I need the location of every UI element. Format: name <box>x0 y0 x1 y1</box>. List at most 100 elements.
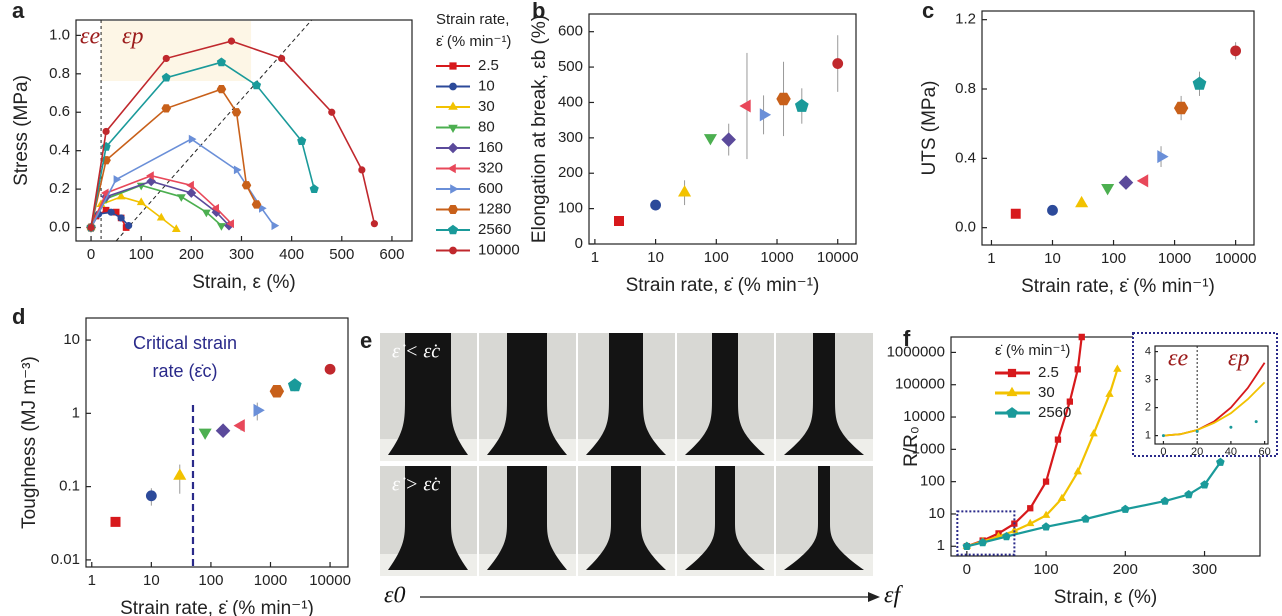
data-point <box>217 223 226 231</box>
rate-condition: ε̇ > ε̇c <box>392 474 440 496</box>
data-point <box>1200 480 1209 489</box>
arrow-head <box>868 592 880 602</box>
plot-frame <box>588 13 857 245</box>
data-point <box>721 132 736 147</box>
data-point <box>161 72 171 82</box>
y-tick-label: 0.8 <box>955 80 976 97</box>
data-point <box>216 85 227 94</box>
x-tick-label: 1000 <box>254 572 287 589</box>
data-point <box>1041 510 1051 518</box>
data-point <box>1136 174 1149 188</box>
plot-frame <box>981 10 1255 246</box>
y-axis-label: R/R₀ <box>901 426 922 467</box>
y-tick-label: 1 <box>937 537 945 554</box>
x-tick-label: 1 <box>88 572 96 589</box>
y-tick-label: 0 <box>575 235 583 252</box>
y-axis-label: Stress (MPa) <box>11 75 32 186</box>
data-point <box>87 223 95 232</box>
y-tick-label: 100 <box>558 200 583 217</box>
y-tick-label: 1.2 <box>955 11 976 28</box>
data-point <box>116 191 126 200</box>
legend-marker <box>449 62 457 70</box>
legend-marker <box>448 124 458 133</box>
data-point <box>215 423 231 438</box>
series-line <box>90 40 376 228</box>
data-point <box>171 224 181 233</box>
data-point <box>110 516 121 527</box>
data-point <box>1121 504 1130 513</box>
legend-label: 2.5 <box>478 57 499 74</box>
data-point <box>186 180 194 190</box>
data-point <box>258 203 267 213</box>
data-point <box>233 419 245 433</box>
y-tick-label: 1000000 <box>887 343 945 360</box>
x-tick-label: 10 <box>143 572 160 589</box>
data-point <box>1081 514 1090 523</box>
data-point <box>1173 101 1189 115</box>
y-tick-label: 1 <box>72 404 80 421</box>
x-tick-label: 10000 <box>1215 250 1257 267</box>
y-tick-label: 10000 <box>903 408 945 425</box>
region-label: εe <box>80 24 100 50</box>
series-line <box>966 461 1222 548</box>
y-tick-label: 1000 <box>912 440 945 457</box>
data-point <box>186 188 197 198</box>
data-point <box>251 80 262 90</box>
y-axis-label: Toughness (MJ m⁻³) <box>19 356 40 529</box>
data-point <box>226 219 235 229</box>
data-point <box>1230 45 1242 57</box>
x-tick-label: 100 <box>1101 250 1126 267</box>
panel-label: a <box>12 0 25 23</box>
data-point <box>1105 389 1114 397</box>
data-point <box>231 108 242 117</box>
panel-label: d <box>12 304 25 329</box>
inset-frame <box>1154 345 1269 445</box>
specimen <box>685 333 765 455</box>
data-point <box>241 181 252 190</box>
inset-x-tick-label: 0 <box>1160 446 1166 458</box>
data-point <box>125 222 133 230</box>
y-tick-label: 500 <box>558 58 583 75</box>
data-point <box>1010 525 1019 534</box>
x-tick-label: 0 <box>963 561 971 578</box>
legend-label: 1280 <box>478 200 511 217</box>
data-point <box>145 490 157 502</box>
data-point <box>136 197 146 206</box>
x-tick-label: 400 <box>279 246 304 263</box>
x-tick-label: 1000 <box>1158 250 1191 267</box>
legend-marker <box>450 184 459 194</box>
legend-label: 30 <box>478 98 495 115</box>
x-tick-label: 300 <box>1192 561 1217 578</box>
critical-label: Critical strain <box>133 333 237 353</box>
data-point <box>1027 505 1034 512</box>
inset-region-label: εe <box>1168 346 1188 372</box>
data-point <box>173 468 187 480</box>
legend-marker <box>449 82 457 91</box>
data-point <box>117 214 125 222</box>
specimen <box>487 466 567 570</box>
specimen <box>685 466 765 570</box>
data-point <box>251 200 262 209</box>
legend-label: 160 <box>478 139 503 156</box>
data-point <box>703 134 717 146</box>
legend-label: 10000 <box>478 241 520 258</box>
y-tick-label: 0.1 <box>59 478 80 495</box>
x-tick-label: 200 <box>1113 561 1138 578</box>
y-tick-label: 0.2 <box>49 180 70 197</box>
x-tick-label: 10000 <box>309 572 351 589</box>
inset-y-tick-label: 4 <box>1145 346 1151 358</box>
data-point <box>233 165 242 175</box>
y-tick-label: 200 <box>558 164 583 181</box>
panel-label: c <box>922 0 934 23</box>
inset-point <box>1229 425 1233 429</box>
data-point <box>1074 366 1081 373</box>
zoom-box <box>956 510 1016 556</box>
data-point <box>201 209 211 218</box>
data-point <box>1057 493 1067 502</box>
specimen <box>586 466 666 570</box>
data-point <box>278 54 286 63</box>
data-point <box>198 428 212 440</box>
data-point <box>297 136 307 146</box>
legend-marker <box>1007 368 1017 378</box>
strain-end: εf <box>884 583 903 609</box>
